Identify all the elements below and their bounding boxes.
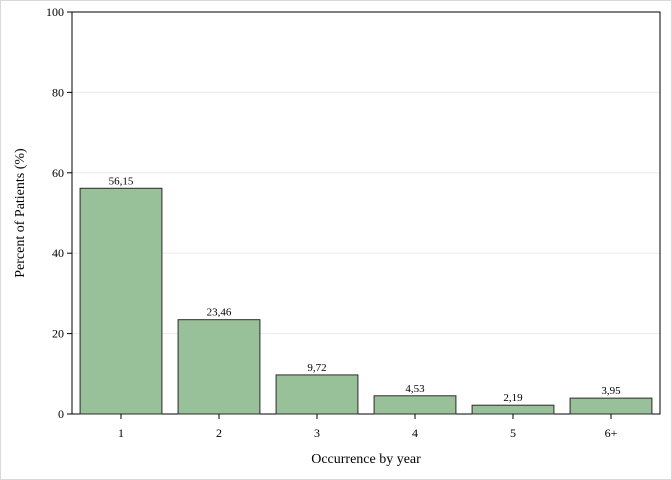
bar-3 bbox=[275, 374, 359, 415]
x-tick-label: 6+ bbox=[605, 426, 618, 440]
x-tick-label: 1 bbox=[118, 426, 124, 440]
gridlines bbox=[72, 91, 660, 335]
y-axis-title: Percent of Patients (%) bbox=[13, 148, 28, 278]
bar-value-label: 4,53 bbox=[405, 383, 425, 395]
bar-2 bbox=[177, 319, 261, 415]
bar-5 bbox=[471, 404, 555, 415]
y-tick-label: 20 bbox=[52, 327, 64, 341]
bar-value-label: 56,15 bbox=[109, 175, 134, 187]
bar-value-label: 3,95 bbox=[601, 385, 621, 397]
y-tick-label: 40 bbox=[52, 246, 64, 260]
x-axis-title: Occurrence by year bbox=[311, 452, 421, 467]
x-axis: 1 2 3 4 5 6+ bbox=[118, 414, 618, 440]
bar-6+ bbox=[569, 397, 653, 415]
bar-value-label: 9,72 bbox=[307, 362, 326, 374]
x-tick-label: 3 bbox=[314, 426, 320, 440]
y-tick-label: 60 bbox=[52, 166, 64, 180]
bar-value-label: 23,46 bbox=[207, 307, 232, 319]
bars bbox=[79, 187, 653, 415]
x-tick-label: 2 bbox=[216, 426, 222, 440]
plot-area bbox=[71, 11, 661, 415]
bar-value-label: 2,19 bbox=[503, 392, 523, 404]
y-tick-label: 80 bbox=[52, 85, 64, 99]
x-tick-label: 5 bbox=[510, 426, 516, 440]
value-labels: 56,15 23,46 9,72 4,53 2,19 3,95 bbox=[109, 175, 622, 404]
bar-1 bbox=[79, 187, 163, 415]
bar-4 bbox=[373, 395, 457, 415]
y-tick-label: 100 bbox=[46, 5, 64, 19]
y-axis: 0 20 40 60 80 100 bbox=[46, 5, 72, 421]
x-tick-label: 4 bbox=[412, 426, 418, 440]
y-tick-label: 0 bbox=[58, 407, 64, 421]
